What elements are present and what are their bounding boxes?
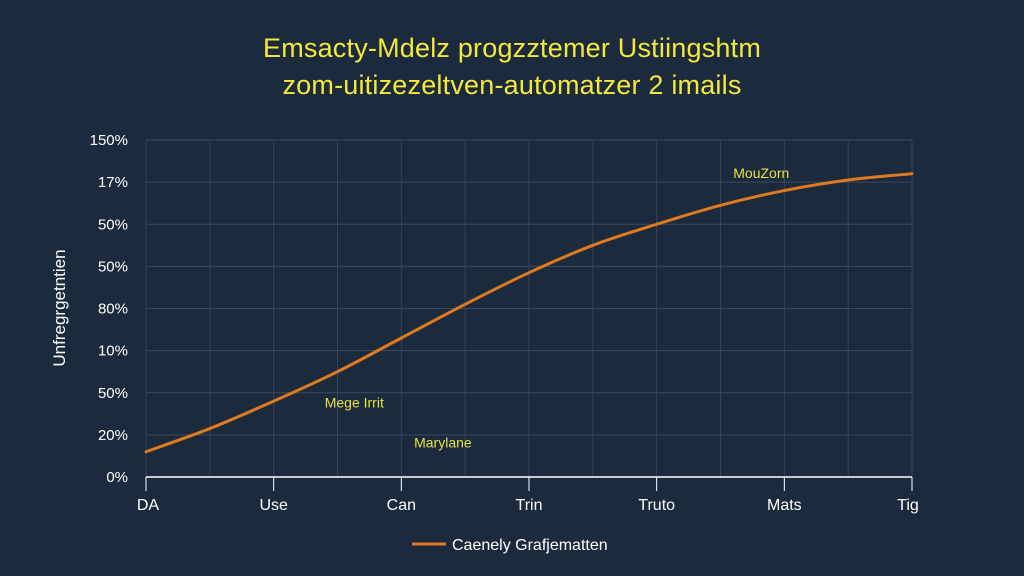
x-tick-label: Tig — [897, 497, 919, 514]
chart-title-line-2: zom-uitizezeltven-automatzer 2 imails — [282, 70, 742, 100]
y-axis-label: Unfregrgetntien — [50, 249, 69, 366]
x-tick-label: Mats — [767, 497, 802, 514]
x-tick-label: Truto — [638, 497, 675, 514]
x-tick-label: DA — [137, 497, 160, 514]
x-tick-label: Trin — [516, 497, 543, 514]
y-tick-label: 10% — [98, 343, 128, 360]
y-tick-label: 150% — [90, 132, 128, 149]
x-tick-label: Can — [387, 497, 416, 514]
y-tick-label: 0% — [106, 469, 128, 486]
x-tick-label: Use — [259, 497, 288, 514]
legend-label: Caenely Grafjematten — [452, 537, 608, 554]
y-tick-label: 80% — [98, 301, 128, 318]
annotation-label: Mege Irrit — [325, 394, 384, 410]
y-tick-label: 50% — [98, 385, 128, 402]
chart-title-line-1: Emsacty-Mdelz progzztemer Ustiingshtm — [262, 33, 762, 63]
series-line — [144, 172, 914, 454]
y-tick-label: 17% — [98, 174, 128, 191]
y-tick-label: 20% — [98, 427, 128, 444]
y-tick-label: 50% — [98, 258, 128, 275]
y-tick-label: 50% — [98, 216, 128, 233]
annotation-label: Marylane — [414, 435, 472, 451]
annotation-label: MouZorn — [733, 165, 789, 181]
